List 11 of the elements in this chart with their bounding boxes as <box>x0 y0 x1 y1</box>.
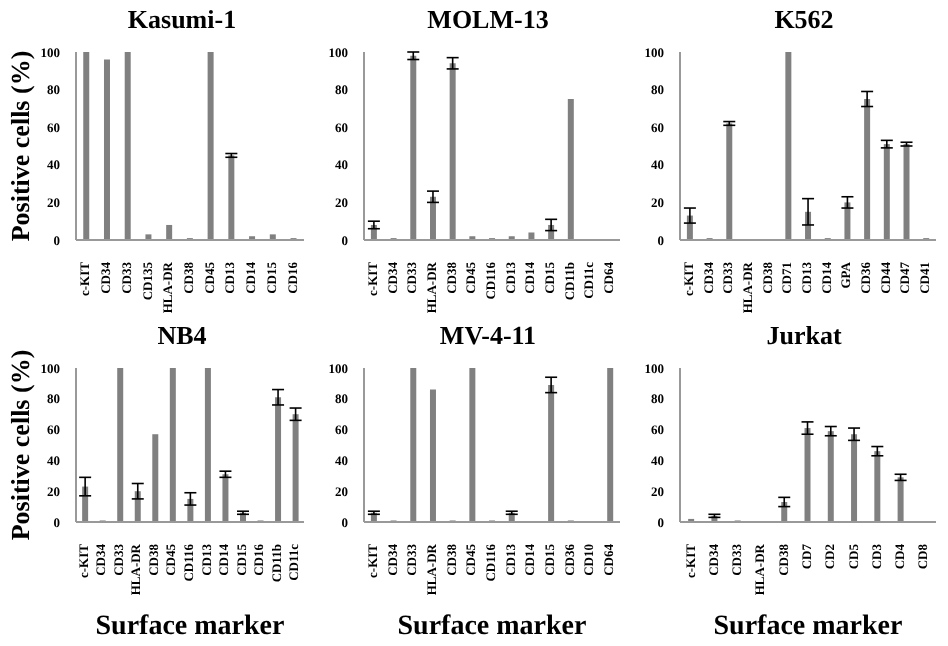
y-axis-title: Positive cells (%) <box>5 349 36 541</box>
chart-title: Kasumi-1 <box>125 4 239 36</box>
x-axis-title: Surface marker <box>713 612 903 642</box>
chart-title: MV-4-11 <box>437 320 539 352</box>
y-axis-title: Positive cells (%) <box>5 50 36 242</box>
chart-title: K562 <box>772 4 836 36</box>
chart-title: NB4 <box>155 320 209 352</box>
x-axis-title: Surface marker <box>397 612 587 642</box>
chart-title: Jurkat <box>764 320 844 352</box>
chart-title: MOLM-13 <box>425 4 551 36</box>
x-axis-title: Surface marker <box>95 612 285 642</box>
